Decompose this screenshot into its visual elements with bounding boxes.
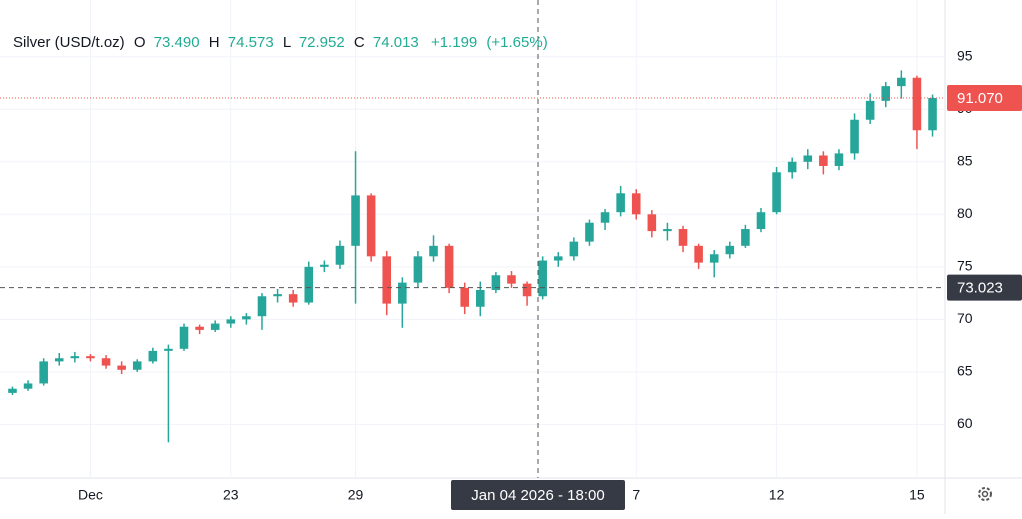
candle-body <box>631 193 641 215</box>
candle-body <box>366 195 376 257</box>
candle-body <box>210 323 220 330</box>
x-tick-label: 12 <box>769 487 785 503</box>
candle-body <box>772 172 781 213</box>
candle-body <box>725 245 735 255</box>
symbol: Silver (USD/t.oz) <box>13 34 125 51</box>
high: 74.573 <box>228 34 274 51</box>
y-tick-label: 70 <box>957 310 973 326</box>
candle-body <box>460 287 469 307</box>
candle-body <box>694 245 703 263</box>
last-price-label: 91.070 <box>957 90 1003 107</box>
candle-body <box>756 212 766 230</box>
candle-body <box>398 282 407 304</box>
candle-body <box>928 98 937 131</box>
candle-body <box>117 365 126 370</box>
change: +1.199 <box>431 34 477 51</box>
candle-body <box>23 383 33 389</box>
candle-body <box>335 245 345 265</box>
candle-body <box>179 326 189 349</box>
crosshair-time-box <box>450 480 625 510</box>
candle-body <box>787 161 797 173</box>
candle-body <box>304 266 314 303</box>
candle-body <box>834 153 844 166</box>
candle-body <box>741 229 750 246</box>
open: 73.490 <box>154 34 200 51</box>
candle-body <box>54 358 64 362</box>
candle-body <box>491 275 501 290</box>
candle-body <box>865 100 875 120</box>
low: 72.952 <box>299 34 345 51</box>
x-tick-label: Dec <box>78 487 103 503</box>
candle-body <box>382 256 392 304</box>
y-tick-label: 75 <box>957 258 973 274</box>
candle-body <box>429 245 438 257</box>
candle-body <box>881 86 891 101</box>
candle-body <box>320 264 329 267</box>
x-tick-label: 23 <box>223 487 239 503</box>
candle-body <box>132 361 142 370</box>
h-label: H <box>209 34 220 51</box>
o-label: O <box>134 34 146 51</box>
candle-body <box>226 319 236 324</box>
x-tick-label: 29 <box>348 487 364 503</box>
settings-icon[interactable] <box>978 487 992 501</box>
candle-body <box>897 77 906 87</box>
candle-body <box>101 358 111 366</box>
candle-body <box>538 260 547 297</box>
candle-body <box>86 356 95 359</box>
crosshair-price-box <box>947 274 1022 301</box>
candle-body <box>195 326 204 330</box>
candle-body <box>819 155 828 166</box>
candle-body <box>850 119 859 154</box>
candle-body <box>257 296 267 317</box>
candle-body <box>912 77 922 131</box>
candle-body <box>616 193 625 213</box>
candle-body <box>585 222 594 242</box>
candle-body <box>164 348 173 351</box>
candle-body <box>507 275 516 284</box>
x-tick-label: 7 <box>632 487 640 503</box>
l-label: L <box>283 34 291 51</box>
candle-body <box>803 155 813 162</box>
candle-body <box>148 350 158 362</box>
candle-body <box>273 294 282 297</box>
candle-body <box>600 212 610 223</box>
candle-body <box>678 229 688 246</box>
y-tick-label: 85 <box>957 152 973 168</box>
candle-body <box>70 356 80 359</box>
y-tick-label: 95 <box>957 47 973 63</box>
candle-body <box>444 245 454 288</box>
last-price-box <box>947 85 1022 112</box>
candle-body <box>242 316 251 320</box>
candle-body <box>8 388 17 393</box>
crosshair-price-label: 73.023 <box>957 280 1003 297</box>
candle-body <box>39 361 48 384</box>
crosshair-time-label: Jan 04 2026 - 18:00 <box>471 487 604 504</box>
candle-body <box>288 294 298 303</box>
candle-body <box>709 254 719 263</box>
x-tick-label: 15 <box>909 487 925 503</box>
candle-body <box>476 289 485 307</box>
candle-body <box>413 256 423 283</box>
candle-body <box>663 229 672 232</box>
candle-body <box>553 256 563 261</box>
y-tick-label: 80 <box>957 205 973 221</box>
close: 74.013 <box>373 34 419 51</box>
candle-body <box>522 283 532 297</box>
y-tick-label: 65 <box>957 363 973 379</box>
candle-body <box>569 241 579 257</box>
c-label: C <box>354 34 365 51</box>
legend-header: Silver (USD/t.oz) O 73.490 H 74.573 L 72… <box>13 34 548 51</box>
candle-body <box>351 195 360 246</box>
candle-body <box>647 214 657 232</box>
change-pct: (+1.65%) <box>486 34 547 51</box>
y-tick-label: 60 <box>957 415 973 431</box>
